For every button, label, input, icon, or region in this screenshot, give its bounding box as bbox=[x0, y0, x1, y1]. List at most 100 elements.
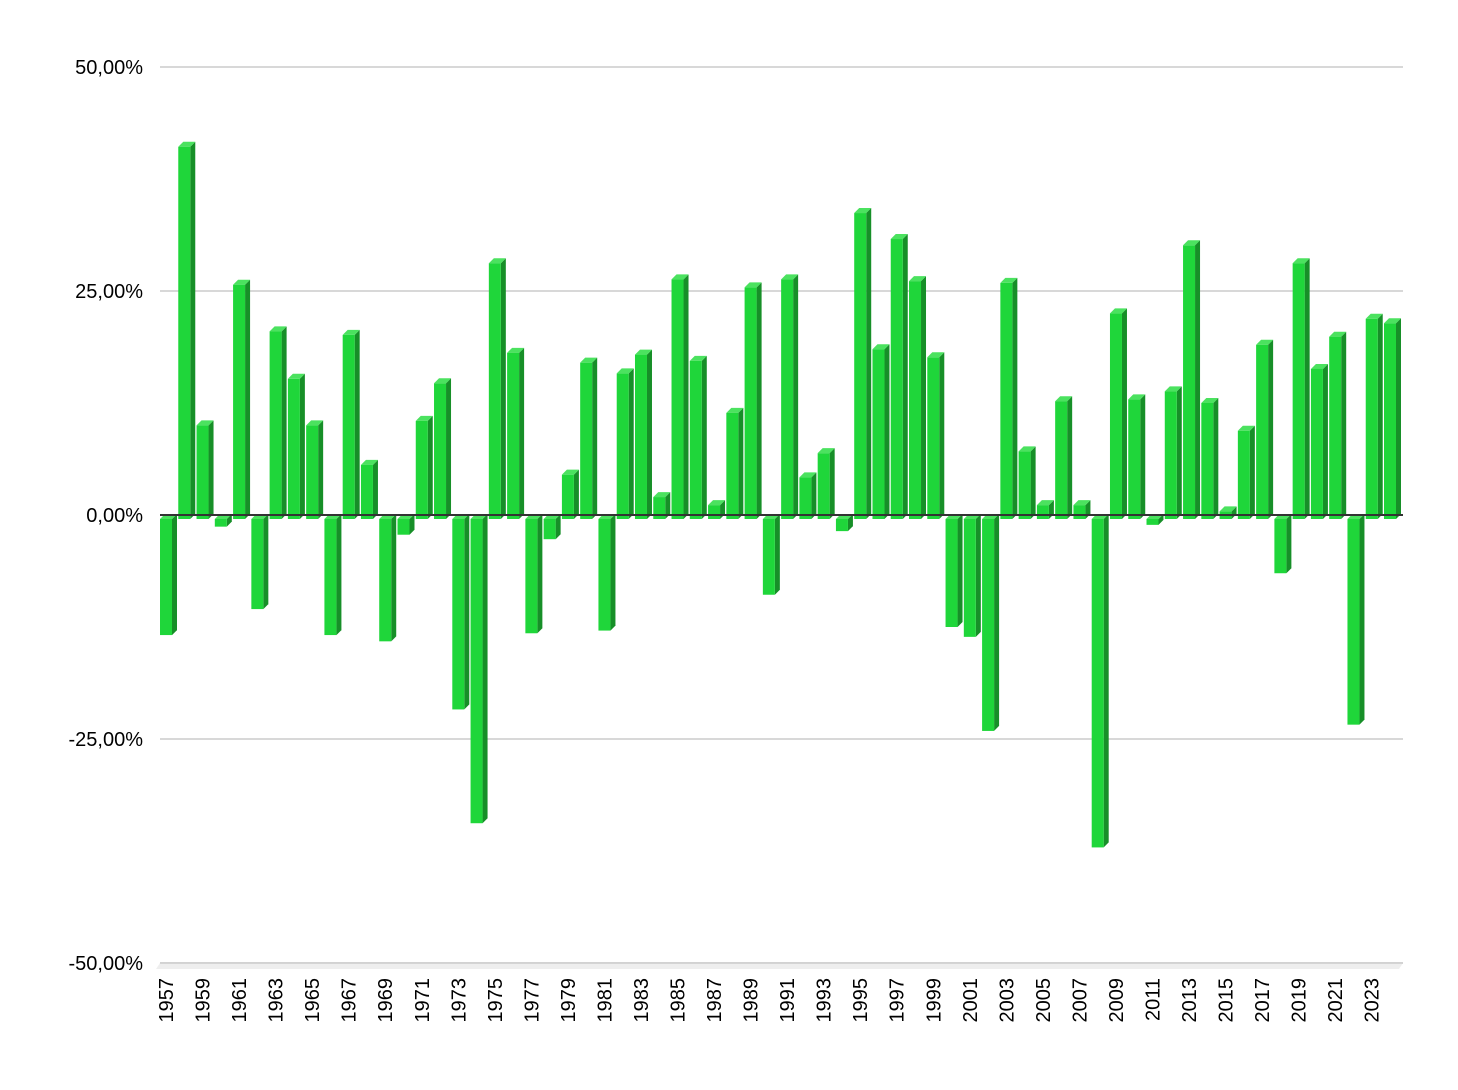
bar-1967 bbox=[342, 329, 360, 519]
bar-1983 bbox=[634, 349, 652, 519]
bar-2000 bbox=[945, 514, 963, 627]
x-tick-label: 2017 bbox=[1252, 978, 1274, 1023]
x-tick-label: 1973 bbox=[448, 978, 470, 1023]
bar-1964 bbox=[287, 373, 305, 519]
bar-2013 bbox=[1183, 240, 1201, 519]
x-tick-label: 2011 bbox=[1143, 978, 1165, 1021]
x-tick-label: 2001 bbox=[960, 978, 982, 1023]
bar-1978 bbox=[543, 514, 561, 540]
bar-1991 bbox=[781, 274, 799, 519]
y-tick-label: 0,00% bbox=[86, 505, 143, 527]
bar-1981 bbox=[598, 514, 616, 631]
x-tick-label: 2021 bbox=[1325, 978, 1347, 1023]
bar-1971 bbox=[415, 415, 433, 519]
y-tick-label: -50,00% bbox=[69, 953, 144, 975]
x-tick-label: 2013 bbox=[1179, 978, 1201, 1023]
bar-1985 bbox=[671, 274, 689, 519]
x-tick-label: 1993 bbox=[814, 978, 836, 1023]
x-tick-label: 1997 bbox=[887, 978, 909, 1023]
bar-1994 bbox=[835, 514, 853, 532]
bar-2019 bbox=[1292, 258, 1310, 519]
bar-2003 bbox=[1000, 277, 1018, 519]
x-tick-label: 1965 bbox=[302, 978, 324, 1023]
bar-1992 bbox=[799, 472, 817, 519]
bar-1984 bbox=[653, 492, 671, 519]
x-tick-label: 1969 bbox=[375, 978, 397, 1023]
bar-2020 bbox=[1310, 363, 1328, 519]
x-axis-labels: 1957 1959 1961 1963 1965 1967 1969 1971 1973 1975… bbox=[156, 978, 1384, 1023]
x-tick-label: 2023 bbox=[1362, 978, 1384, 1023]
y-tick-label: 50,00% bbox=[75, 57, 143, 79]
bar-1974 bbox=[470, 514, 488, 824]
x-tick-label: 1999 bbox=[923, 978, 945, 1023]
bar-1963 bbox=[269, 326, 287, 519]
x-tick-label: 1971 bbox=[412, 978, 434, 1023]
bar-1959 bbox=[196, 420, 214, 519]
bar-1970 bbox=[397, 514, 415, 535]
bar-1993 bbox=[817, 448, 835, 519]
x-tick-label: 1987 bbox=[704, 978, 726, 1023]
bar-1966 bbox=[324, 514, 342, 636]
bar-2014 bbox=[1201, 398, 1219, 519]
x-tick-label: 1967 bbox=[339, 978, 361, 1023]
bar-1986 bbox=[689, 355, 707, 519]
floor-plane bbox=[156, 963, 1403, 969]
x-tick-label: 2019 bbox=[1289, 978, 1311, 1023]
x-tick-label: 1957 bbox=[156, 978, 178, 1023]
y-tick-label: -25,00% bbox=[69, 729, 144, 751]
bar-1975 bbox=[488, 258, 506, 519]
x-tick-label: 1975 bbox=[485, 978, 507, 1023]
bar-1962 bbox=[251, 514, 269, 610]
bar-1973 bbox=[452, 514, 470, 710]
bar-1961 bbox=[233, 279, 251, 519]
bar-1979 bbox=[561, 469, 579, 519]
x-tick-label: 2003 bbox=[996, 978, 1018, 1023]
bar-2024 bbox=[1384, 318, 1401, 519]
bar-1999 bbox=[927, 352, 945, 519]
bar-2010 bbox=[1128, 394, 1146, 519]
bar-1995 bbox=[854, 208, 872, 519]
bar-1958 bbox=[178, 141, 196, 519]
x-tick-label: 2005 bbox=[1033, 978, 1055, 1023]
bar-2007 bbox=[1073, 500, 1091, 519]
bar-2001 bbox=[963, 514, 981, 637]
bars bbox=[160, 141, 1401, 848]
bar-1969 bbox=[379, 514, 397, 642]
bar-1998 bbox=[909, 276, 927, 519]
x-tick-label: 1981 bbox=[594, 978, 616, 1023]
bar-1990 bbox=[762, 514, 780, 595]
bar-2015 bbox=[1219, 506, 1237, 519]
bar-1997 bbox=[890, 234, 908, 520]
bar-2008 bbox=[1091, 514, 1109, 848]
bar-1996 bbox=[872, 344, 890, 519]
bar-1968 bbox=[360, 459, 378, 519]
bar-2006 bbox=[1055, 396, 1073, 519]
bar-2021 bbox=[1329, 331, 1347, 519]
y-tick-label: 25,00% bbox=[75, 281, 143, 303]
bar-1977 bbox=[525, 514, 543, 634]
bar-1989 bbox=[744, 282, 762, 519]
x-tick-label: 2015 bbox=[1216, 978, 1238, 1023]
x-tick-label: 1959 bbox=[193, 978, 215, 1023]
x-tick-label: 2007 bbox=[1069, 978, 1091, 1023]
bar-2017 bbox=[1256, 339, 1274, 519]
bar-1987 bbox=[708, 500, 726, 519]
x-tick-label: 1985 bbox=[668, 978, 690, 1023]
bar-1988 bbox=[726, 407, 744, 519]
x-tick-label: 2009 bbox=[1106, 978, 1128, 1023]
x-tick-label: 1961 bbox=[229, 978, 251, 1023]
x-tick-label: 1977 bbox=[521, 978, 543, 1023]
bar-1976 bbox=[507, 347, 525, 519]
bar-2022 bbox=[1347, 514, 1365, 725]
x-tick-label: 1995 bbox=[850, 978, 872, 1023]
x-tick-label: 1963 bbox=[266, 978, 288, 1023]
bar-1972 bbox=[434, 378, 452, 519]
bar-2009 bbox=[1109, 308, 1127, 519]
x-tick-label: 1979 bbox=[558, 978, 580, 1023]
bar-2018 bbox=[1274, 514, 1292, 574]
bar-1980 bbox=[580, 357, 598, 519]
bar-2023 bbox=[1365, 313, 1383, 519]
bar-2002 bbox=[982, 514, 1000, 731]
x-tick-label: 1983 bbox=[631, 978, 653, 1023]
bar-1965 bbox=[306, 420, 324, 519]
